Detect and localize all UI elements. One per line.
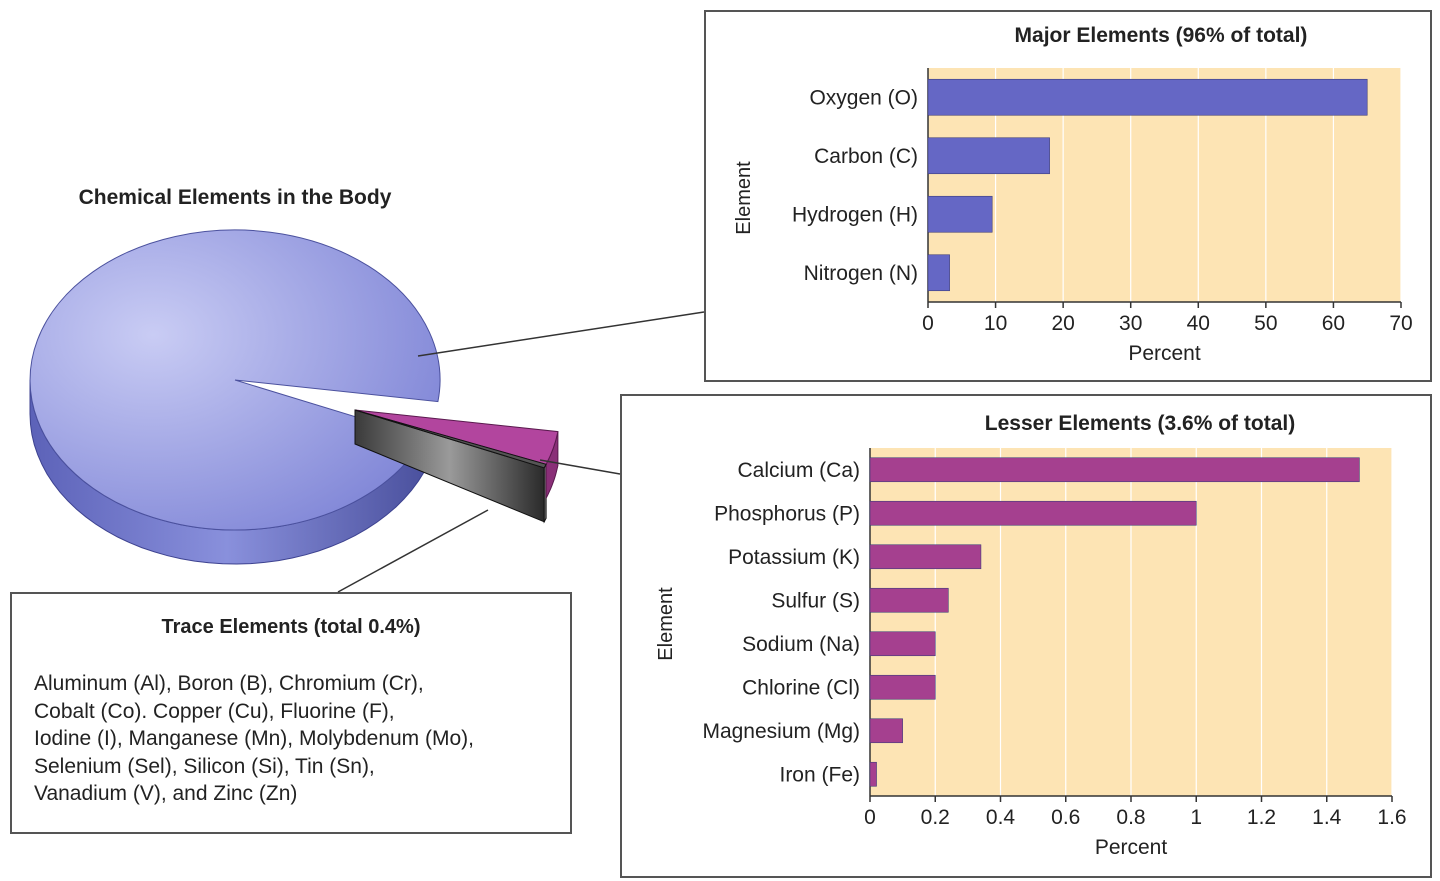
category-label: Nitrogen (N) [804, 262, 918, 285]
bar [869, 718, 903, 744]
x-tick-label: 60 [1322, 312, 1345, 335]
pie-slice-major [29, 229, 441, 531]
bar [869, 631, 936, 657]
x-tick-label: 70 [1389, 312, 1412, 335]
category-label: Oxygen (O) [809, 86, 918, 109]
x-tick-label: 1.2 [1247, 806, 1276, 829]
trace-line: Selenium (Sel), Silicon (Si), Tin (Sn), [34, 754, 375, 778]
trace-title: Trace Elements (total 0.4%) [161, 616, 421, 638]
x-tick-label: 0 [864, 806, 876, 829]
chart-title: Lesser Elements (3.6% of total) [985, 412, 1295, 435]
category-label: Phosphorus (P) [714, 502, 860, 525]
x-tick-label: 40 [1187, 312, 1210, 335]
chart-title: Major Elements (96% of total) [1015, 24, 1308, 47]
x-tick-label: 1.6 [1377, 806, 1406, 829]
category-label: Potassium (K) [728, 546, 860, 569]
trace-line: Iodine (I), Manganese (Mn), Molybdenum (… [34, 727, 475, 750]
trace-element-list: Aluminum (Al), Boron (B), Chromium (Cr),… [34, 670, 574, 808]
x-tick-label: 50 [1254, 312, 1277, 335]
x-tick-label: 1 [1190, 806, 1202, 829]
pie-title: Chemical Elements in the Body [78, 186, 392, 209]
bar [869, 587, 949, 613]
y-axis-label: Element [733, 161, 755, 235]
x-tick-label: 10 [984, 312, 1007, 335]
x-tick-label: 30 [1119, 312, 1142, 335]
category-label: Iron (Fe) [779, 763, 860, 786]
bar [869, 544, 982, 570]
trace-line: Vanadium (V), and Zinc (Zn) [34, 782, 298, 805]
lesser-elements-chart: Lesser Elements (3.6% of total) 0 0.2 0.4 0.… [655, 412, 1407, 859]
major-elements-chart: Major Elements (96% of total) 0 10 20 30 40 50… [733, 24, 1413, 365]
x-tick-label: 0.2 [921, 806, 950, 829]
x-tick-label: 1.4 [1312, 806, 1342, 829]
bar [869, 500, 1197, 526]
lesser-elements-panel: Lesser Elements (3.6% of total) 0 0.2 0.4 0.… [620, 394, 1432, 878]
bar [927, 254, 950, 292]
connector-lesser [539, 459, 621, 475]
y-axis-label: Element [655, 587, 677, 661]
major-elements-panel: Major Elements (96% of total) 0 10 20 30 40 50… [704, 10, 1432, 382]
bar [869, 674, 936, 700]
bar [927, 137, 1050, 175]
x-tick-label: 0.4 [986, 806, 1016, 829]
category-label: Hydrogen (H) [792, 203, 918, 226]
bar [927, 195, 993, 233]
pie-chart [29, 229, 559, 565]
bar [869, 457, 1360, 483]
x-axis-label: Percent [1128, 342, 1201, 365]
bar [927, 78, 1368, 116]
category-label: Chlorine (Cl) [742, 676, 860, 699]
connector-trace [337, 509, 489, 593]
x-axis-label: Percent [1095, 836, 1168, 859]
x-tick-label: 20 [1051, 312, 1074, 335]
bar [869, 761, 877, 787]
x-tick-label: 0.6 [1051, 806, 1080, 829]
category-label: Calcium (Ca) [737, 459, 860, 482]
trace-elements-panel: Trace Elements (total 0.4%) Aluminum (Al… [10, 592, 572, 834]
category-label: Sulfur (S) [771, 589, 860, 612]
trace-line: Aluminum (Al), Boron (B), Chromium (Cr), [34, 672, 424, 695]
trace-line: Cobalt (Co). Copper (Cu), Fluorine (F), [34, 699, 395, 723]
category-label: Sodium (Na) [742, 633, 860, 656]
connector-major [417, 311, 705, 357]
x-tick-label: 0.8 [1116, 806, 1145, 829]
category-label: Magnesium (Mg) [702, 720, 860, 743]
pie-slice-trace [354, 409, 547, 469]
x-tick-label: 0 [922, 312, 934, 335]
category-label: Carbon (C) [814, 145, 918, 168]
